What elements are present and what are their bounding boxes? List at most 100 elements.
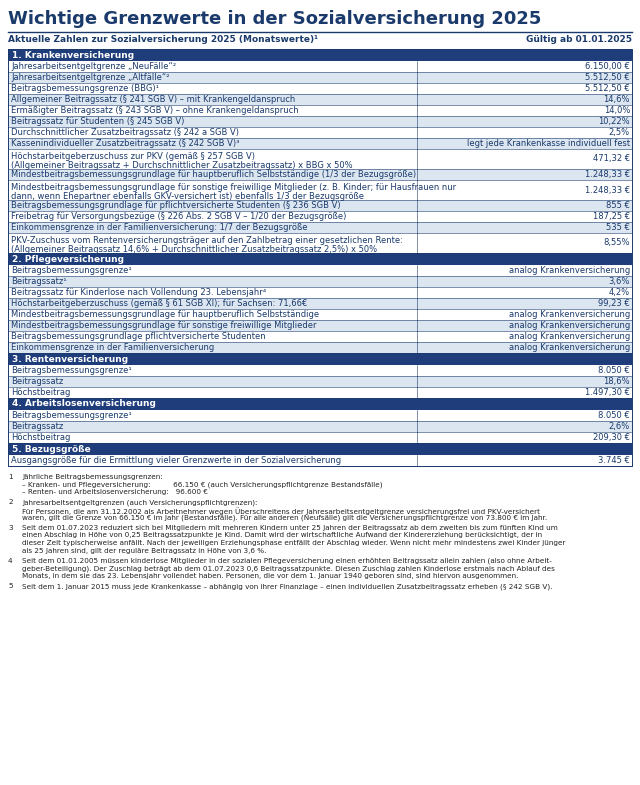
Text: Allgemeiner Beitragssatz (§ 241 SGB V) – mit Krankengeldanspruch: Allgemeiner Beitragssatz (§ 241 SGB V) –…	[11, 95, 295, 104]
Text: Beitragsbemessungsgrenze (BBG)¹: Beitragsbemessungsgrenze (BBG)¹	[11, 84, 159, 93]
Bar	[8, 149, 632, 169]
Text: 8,55%: 8,55%	[604, 239, 630, 247]
Text: Beitragsbemessungsgrenze¹: Beitragsbemessungsgrenze¹	[11, 266, 132, 275]
Text: 209,30 €: 209,30 €	[593, 433, 630, 442]
Text: 2,5%: 2,5%	[609, 128, 630, 137]
Bar	[8, 127, 632, 138]
Bar	[8, 342, 632, 353]
Bar	[8, 105, 632, 116]
Text: Höchstbeitrag: Höchstbeitrag	[11, 433, 70, 442]
Text: legt jede Krankenkasse individuell fest: legt jede Krankenkasse individuell fest	[467, 139, 630, 148]
Text: 3,6%: 3,6%	[609, 277, 630, 286]
Bar	[8, 200, 632, 211]
Text: Gültig ab 01.01.2025: Gültig ab 01.01.2025	[526, 35, 632, 44]
Text: einen Abschlag in Höhe von 0,25 Beitragssatzpunkte je Kind. Damit wird der wirts: einen Abschlag in Höhe von 0,25 Beitrags…	[22, 532, 542, 539]
Text: Höchstbeitrag: Höchstbeitrag	[11, 388, 70, 397]
Bar	[8, 287, 632, 298]
Text: 8.050 €: 8.050 €	[598, 366, 630, 375]
Text: (Allgemeiner Beitragssatz + Durchschnittlicher Zusatzbeitragssatz) x BBG x 50%: (Allgemeiner Beitragssatz + Durchschnitt…	[11, 161, 353, 170]
Bar	[8, 398, 632, 410]
Bar	[8, 233, 632, 253]
Text: dann, wenn Ehepartner ebenfalls GKV-versichert ist) ebenfalls 1/3 der Bezugsgröß: dann, wenn Ehepartner ebenfalls GKV-vers…	[11, 192, 364, 201]
Text: 3. Rentenversicherung: 3. Rentenversicherung	[12, 355, 128, 363]
Text: Für Personen, die am 31.12.2002 als Arbeitnehmer wegen Überschreitens der Jahres: Für Personen, die am 31.12.2002 als Arbe…	[22, 507, 540, 515]
Text: Beitragssatz: Beitragssatz	[11, 422, 63, 431]
Text: 1.248,33 €: 1.248,33 €	[585, 170, 630, 179]
Text: analog Krankenversicherung: analog Krankenversicherung	[509, 310, 630, 319]
Text: 1.248,33 €: 1.248,33 €	[585, 185, 630, 195]
Bar	[8, 253, 632, 265]
Text: Beitragsbemessungsgrundlage pflichtversicherte Studenten: Beitragsbemessungsgrundlage pflichtversi…	[11, 332, 266, 341]
Text: 99,23 €: 99,23 €	[598, 299, 630, 308]
Text: Beitragssatz für Studenten (§ 245 SGB V): Beitragssatz für Studenten (§ 245 SGB V)	[11, 117, 184, 126]
Text: 5: 5	[8, 583, 13, 590]
Bar	[8, 116, 632, 127]
Text: 2,6%: 2,6%	[609, 422, 630, 431]
Text: als 25 Jahren sind, gilt der reguläre Beitragssatz in Höhe von 3,6 %.: als 25 Jahren sind, gilt der reguläre Be…	[22, 547, 266, 553]
Bar	[8, 169, 632, 180]
Bar	[8, 94, 632, 105]
Bar	[8, 298, 632, 309]
Text: Monats, in dem sie das 23. Lebensjahr vollendet haben. Personen, die vor dem 1. : Monats, in dem sie das 23. Lebensjahr vo…	[22, 573, 518, 579]
Bar	[8, 61, 632, 72]
Text: Aktuelle Zahlen zur Sozialversicherung 2025 (Monatswerte)¹: Aktuelle Zahlen zur Sozialversicherung 2…	[8, 35, 318, 44]
Bar	[8, 432, 632, 443]
Text: 18,6%: 18,6%	[604, 377, 630, 386]
Text: – Renten- und Arbeitslosenversicherung:   96.600 €: – Renten- und Arbeitslosenversicherung: …	[22, 489, 208, 495]
Text: Höchstarbeitgeberzuschuss (gemäß § 61 SGB XI); für Sachsen: 71,66€: Höchstarbeitgeberzuschuss (gemäß § 61 SG…	[11, 299, 307, 308]
Text: 14,6%: 14,6%	[604, 95, 630, 104]
Text: Mindestbeitragsbemessungsgrundlage für hauptberuflich Selbstständige: Mindestbeitragsbemessungsgrundlage für h…	[11, 310, 319, 319]
Text: 5.512,50 €: 5.512,50 €	[585, 84, 630, 93]
Text: 1: 1	[8, 474, 13, 480]
Text: 5.512,50 €: 5.512,50 €	[585, 73, 630, 82]
Text: Jahresarbeitsentgeltgrenzen (auch Versicherungspflichtgrenzen):: Jahresarbeitsentgeltgrenzen (auch Versic…	[22, 499, 257, 506]
Bar	[8, 455, 632, 466]
Text: Mindestbeitragsbemessungsgrundlage für hauptberuflich Selbstständige (1/3 der Be: Mindestbeitragsbemessungsgrundlage für h…	[11, 170, 416, 179]
Text: 855 €: 855 €	[606, 201, 630, 210]
Text: 14,0%: 14,0%	[604, 106, 630, 115]
Text: dieser Zeit typischerweise anfällt. Nach der jeweiligen Erziehungsphase entfällt: dieser Zeit typischerweise anfällt. Nach…	[22, 540, 566, 546]
Text: 10,22%: 10,22%	[598, 117, 630, 126]
Bar	[8, 211, 632, 222]
Bar	[8, 309, 632, 320]
Bar	[8, 410, 632, 421]
Text: Seit dem 1. Januar 2015 muss jede Krankenkasse – abhängig von ihrer Finanzlage –: Seit dem 1. Januar 2015 muss jede Kranke…	[22, 583, 552, 590]
Text: Ausgangsgröße für die Ermittlung vieler Grenzwerte in der Sozialversicherung: Ausgangsgröße für die Ermittlung vieler …	[11, 456, 341, 465]
Text: PKV-Zuschuss vom Rentenversicherungsträger auf den Zahlbetrag einer gesetzlichen: PKV-Zuschuss vom Rentenversicherungsträg…	[11, 236, 403, 245]
Text: geber-Beteiligung). Der Zuschlag beträgt ab dem 01.07.2023 0,6 Beitragssatzpunkt: geber-Beteiligung). Der Zuschlag beträgt…	[22, 565, 555, 572]
Text: Einkommensgrenze in der Familienversicherung: Einkommensgrenze in der Familienversiche…	[11, 343, 214, 352]
Text: analog Krankenversicherung: analog Krankenversicherung	[509, 343, 630, 352]
Bar	[8, 49, 632, 61]
Text: Beitragssatz: Beitragssatz	[11, 377, 63, 386]
Text: 471,32 €: 471,32 €	[593, 155, 630, 163]
Text: (Allgemeiner Beitragssatz 14,6% + Durchschnittlicher Zusatzbeitragssatz 2,5%) x : (Allgemeiner Beitragssatz 14,6% + Durchs…	[11, 245, 377, 254]
Text: waren, gilt die Grenze von 66.150 € im Jahr (Bestandsfälle). Für alle anderen (N: waren, gilt die Grenze von 66.150 € im J…	[22, 514, 547, 521]
Text: Höchstarbeitgeberzuschuss zur PKV (gemäß § 257 SGB V): Höchstarbeitgeberzuschuss zur PKV (gemäß…	[11, 152, 255, 161]
Text: 3: 3	[8, 525, 13, 531]
Text: analog Krankenversicherung: analog Krankenversicherung	[509, 266, 630, 275]
Bar	[8, 376, 632, 387]
Text: Durchschnittlicher Zusatzbeitragssatz (§ 242 a SGB V): Durchschnittlicher Zusatzbeitragssatz (§…	[11, 128, 239, 137]
Text: Beitragssatz für Kinderlose nach Vollendung 23. Lebensjahr⁴: Beitragssatz für Kinderlose nach Vollend…	[11, 288, 266, 297]
Bar	[8, 353, 632, 365]
Text: Mindestbeitragsbemessungsgrundlage für sonstige freiwillige Mitglieder (z. B. Ki: Mindestbeitragsbemessungsgrundlage für s…	[11, 183, 456, 192]
Bar	[8, 421, 632, 432]
Text: 1. Krankenversicherung: 1. Krankenversicherung	[12, 50, 134, 60]
Text: 5. Bezugsgröße: 5. Bezugsgröße	[12, 444, 91, 454]
Bar	[8, 365, 632, 376]
Text: 4: 4	[8, 558, 13, 564]
Text: 535 €: 535 €	[606, 223, 630, 232]
Bar	[8, 49, 632, 466]
Text: Beitragsbemessungsgrenze¹: Beitragsbemessungsgrenze¹	[11, 411, 132, 420]
Text: Jährliche Beitragsbemessungsgrenzen:: Jährliche Beitragsbemessungsgrenzen:	[22, 474, 163, 480]
Text: analog Krankenversicherung: analog Krankenversicherung	[509, 332, 630, 341]
Text: Seit dem 01.07.2023 reduziert sich bei Mitgliedern mit mehreren Kindern unter 25: Seit dem 01.07.2023 reduziert sich bei M…	[22, 525, 557, 531]
Text: 4. Arbeitslosenversicherung: 4. Arbeitslosenversicherung	[12, 400, 156, 408]
Text: Beitragssatz¹: Beitragssatz¹	[11, 277, 67, 286]
Bar	[8, 387, 632, 398]
Bar	[8, 320, 632, 331]
Text: 187,25 €: 187,25 €	[593, 212, 630, 221]
Text: Wichtige Grenzwerte in der Sozialversicherung 2025: Wichtige Grenzwerte in der Sozialversich…	[8, 10, 541, 28]
Text: 2: 2	[8, 499, 13, 506]
Bar	[8, 83, 632, 94]
